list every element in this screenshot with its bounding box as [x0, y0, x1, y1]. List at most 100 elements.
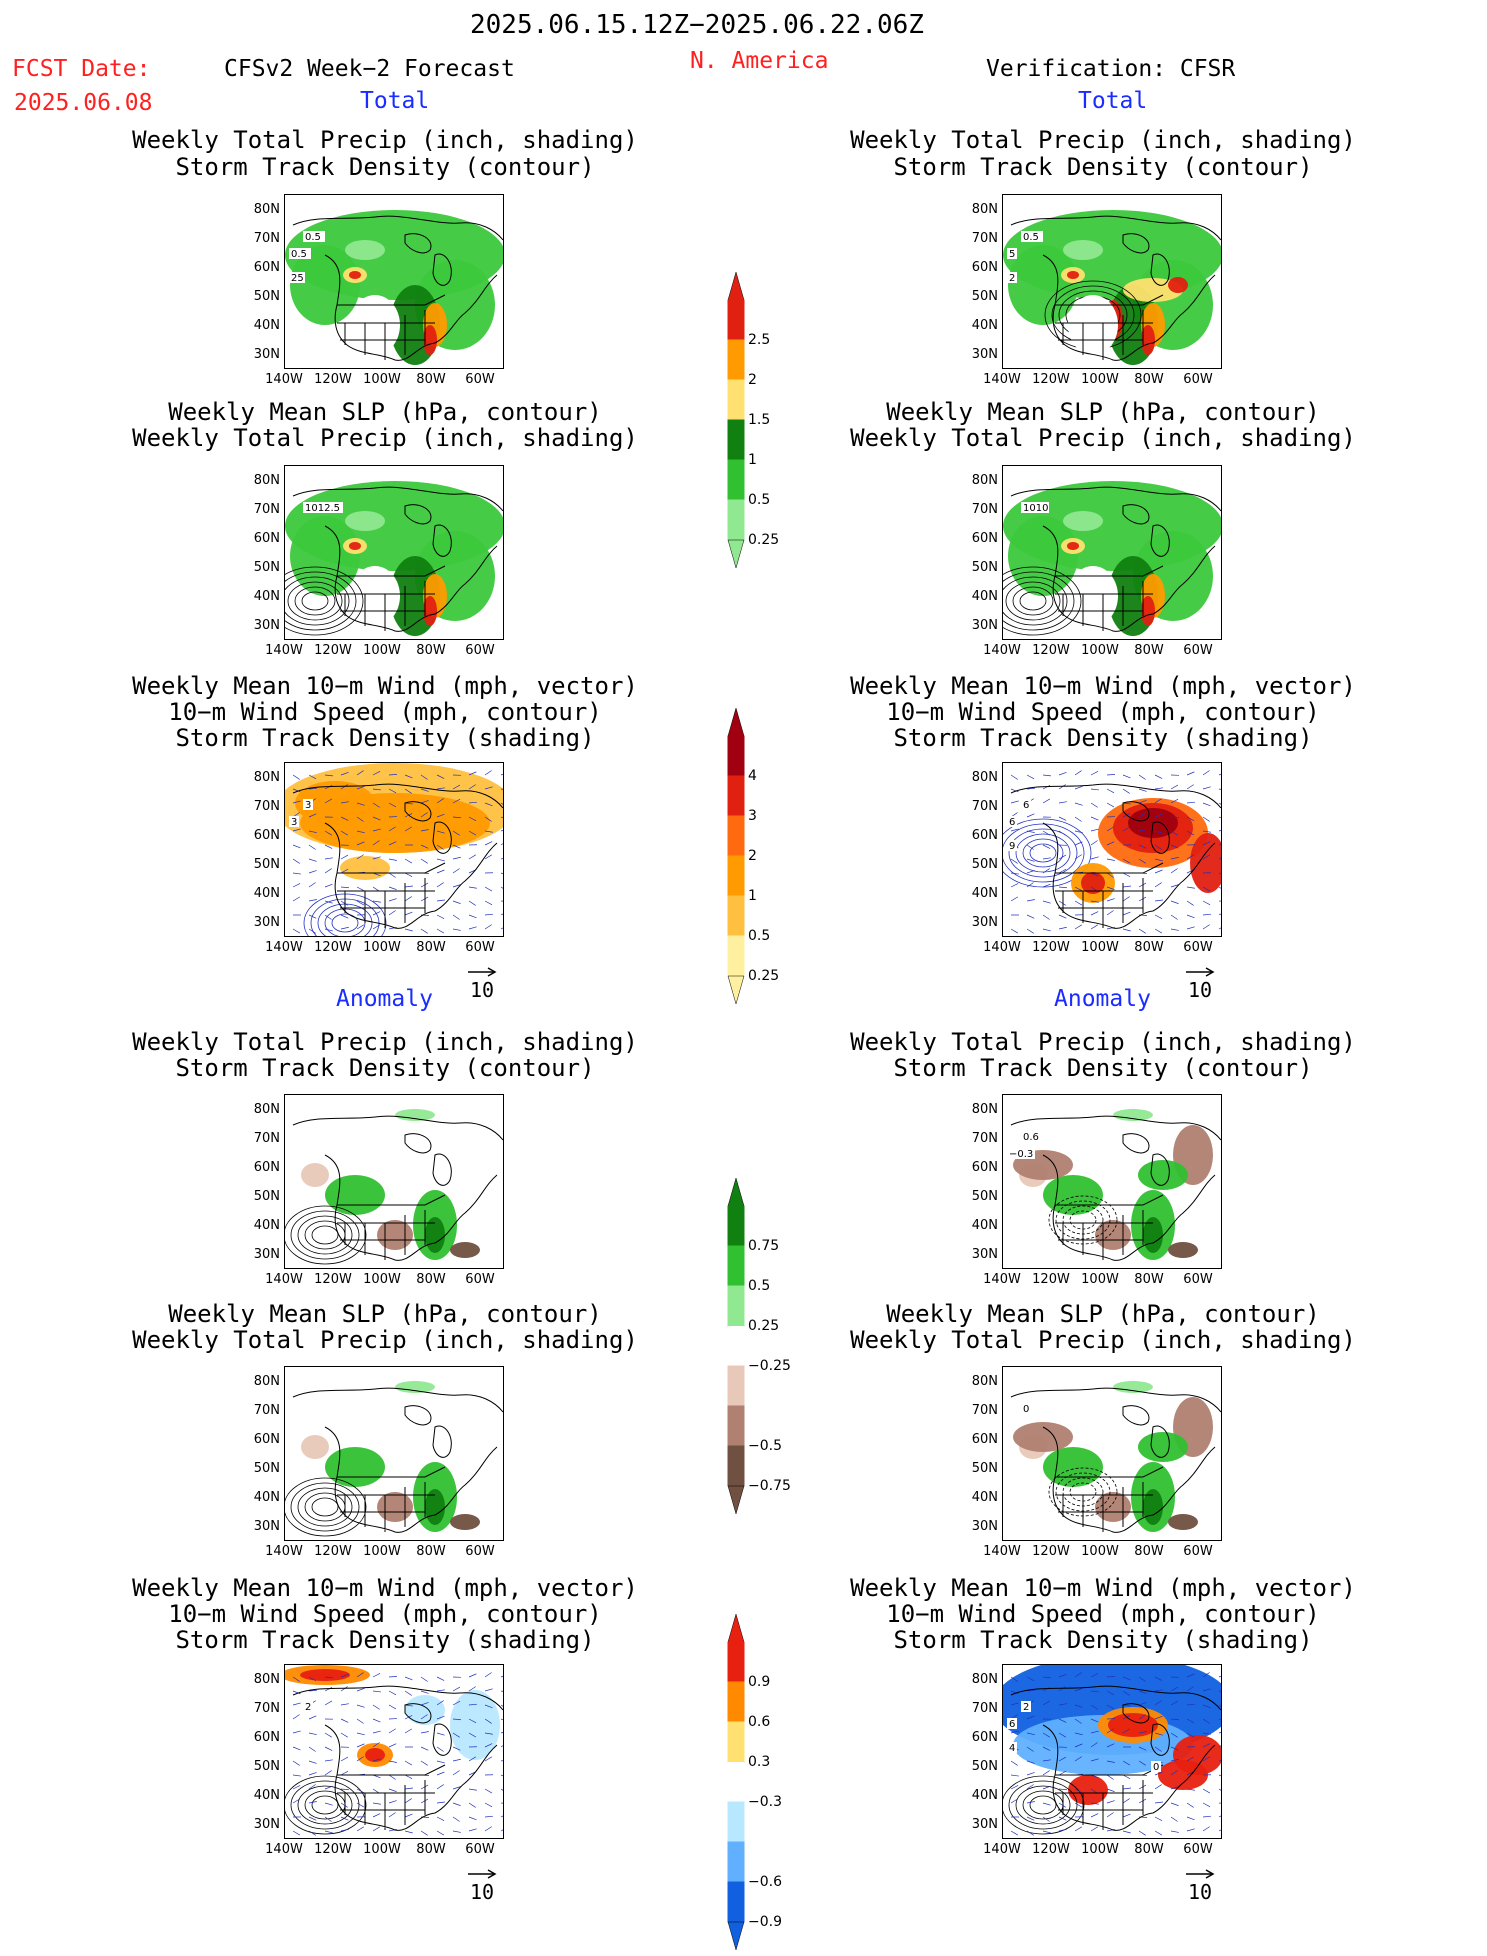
- map-canvas: [285, 1095, 504, 1269]
- anom-shade: [395, 1381, 435, 1393]
- lat-tick-label: 70N: [958, 231, 998, 246]
- lat-tick-label: 70N: [240, 1701, 280, 1716]
- colorbar-segment: [728, 1446, 744, 1486]
- lat-tick-label: 70N: [958, 799, 998, 814]
- wind-vector: [341, 1733, 348, 1737]
- wind-vector: [421, 897, 428, 901]
- wind-vector: [389, 1812, 396, 1817]
- wind-vector: [1123, 1831, 1131, 1833]
- wind-vector: [1059, 831, 1066, 835]
- wind-vector: [1043, 915, 1050, 920]
- map-panel-p5: [284, 1366, 504, 1541]
- wind-vector: [1123, 1775, 1130, 1779]
- precip-shade: [1008, 245, 1078, 325]
- colorbar-segment: [728, 380, 744, 420]
- model-title: CFSv2 Week−2 Forecast: [224, 58, 515, 81]
- wind-vector: [1075, 771, 1082, 775]
- panel-title-10b: Storm Track Density (contour): [793, 1056, 1413, 1080]
- wind-vector: [1059, 915, 1066, 918]
- wind-vector: [325, 1701, 332, 1705]
- lon-tick-label: 120W: [308, 1842, 358, 1857]
- lon-tick-label: 60W: [1173, 643, 1223, 658]
- wind-vector: [1059, 887, 1067, 888]
- map-panel-p6: 2: [284, 1664, 504, 1839]
- lat-tick-label: 60N: [240, 1160, 280, 1175]
- lon-tick-label: 100W: [1075, 940, 1125, 955]
- lon-tick-label: 80W: [406, 940, 456, 955]
- anom-shade: [1013, 1422, 1073, 1452]
- wind-contour: [1016, 834, 1070, 872]
- map-canvas: 2: [285, 1665, 504, 1839]
- wind-vector: [1107, 1789, 1115, 1792]
- wind-vector: [437, 1733, 445, 1735]
- colorbar-bottom-triangle: [728, 1486, 744, 1514]
- wind-vector: [1027, 870, 1035, 873]
- colorbar-label: 1: [748, 888, 757, 904]
- fcst-date-value: 2025.06.08: [14, 92, 152, 115]
- wind-vector: [293, 897, 300, 901]
- wind-vector: [1123, 789, 1130, 793]
- colorbar-segment: [728, 1762, 744, 1802]
- colorbar-label: 0.25: [748, 1318, 779, 1334]
- wind-vector: [1123, 1799, 1130, 1803]
- wind-vector: [373, 1814, 380, 1817]
- wind-vector: [1155, 1785, 1162, 1789]
- contour-label: 0.5: [305, 232, 321, 243]
- wind-vector: [1123, 775, 1130, 778]
- contour-label: 2: [1023, 1702, 1029, 1713]
- wind-vector: [405, 1799, 412, 1803]
- contour-label: 1010: [1023, 503, 1048, 514]
- lat-tick-label: 50N: [958, 289, 998, 304]
- lat-tick-label: 70N: [958, 1403, 998, 1418]
- wind-vector: [293, 1714, 300, 1719]
- wind-vector: [1219, 887, 1222, 891]
- dry-area: [350, 295, 400, 355]
- lat-tick-label: 60N: [240, 828, 280, 843]
- wind-vector: [1091, 912, 1098, 915]
- anom-contour: [312, 1226, 338, 1244]
- wind-vector: [1091, 857, 1099, 859]
- precip-shade: [1067, 271, 1079, 279]
- precip-shade: [1063, 240, 1103, 260]
- anom-shade: [1168, 1242, 1198, 1258]
- wind-vector: [1011, 775, 1018, 779]
- lat-tick-label: 30N: [958, 347, 998, 362]
- wind-vector: [1219, 1731, 1222, 1733]
- wind-vector: [1171, 929, 1179, 930]
- lon-tick-label: 120W: [308, 1272, 358, 1287]
- lat-tick-label: 60N: [958, 828, 998, 843]
- wind-vector: [1155, 1817, 1162, 1821]
- wind-vector: [1123, 1788, 1131, 1789]
- wind-vector: [485, 887, 492, 891]
- wind-vector: [1219, 829, 1222, 831]
- wind-vector: [437, 1677, 444, 1681]
- wind-vector: [293, 1731, 301, 1733]
- lon-tick-label: 80W: [406, 1272, 456, 1287]
- wind-vector: [1203, 925, 1210, 929]
- panel-title-2b: Weekly Total Precip (inch, shading): [75, 426, 695, 450]
- wind-vector: [1123, 1814, 1130, 1817]
- anom-shade: [1113, 1381, 1153, 1393]
- anom-contour: [285, 1206, 366, 1264]
- contour-label: 9: [1009, 841, 1015, 852]
- wind-vector: [293, 775, 300, 779]
- panel-title-6c: Storm Track Density (shading): [75, 1628, 695, 1652]
- wind-vector: [501, 925, 504, 929]
- anom-contour: [285, 1478, 366, 1536]
- lon-tick-label: 120W: [1026, 643, 1076, 658]
- panel-title-1b: Storm Track Density (contour): [75, 155, 695, 179]
- wind-vector: [405, 1691, 412, 1695]
- wind-vector: [501, 1813, 504, 1817]
- contour-label: 0.5: [291, 249, 307, 260]
- slp-contour: [1020, 592, 1046, 610]
- anom-shade: [425, 1489, 445, 1525]
- wind-vector: [1027, 814, 1034, 817]
- wind-vector: [485, 1789, 492, 1793]
- wind-vector: [389, 1676, 397, 1677]
- lon-tick-label: 80W: [406, 1842, 456, 1857]
- wind-vector: [453, 1817, 460, 1821]
- wind-vector: [1075, 817, 1082, 822]
- wind-vector: [1043, 785, 1050, 789]
- anom-shade: [1143, 1217, 1163, 1253]
